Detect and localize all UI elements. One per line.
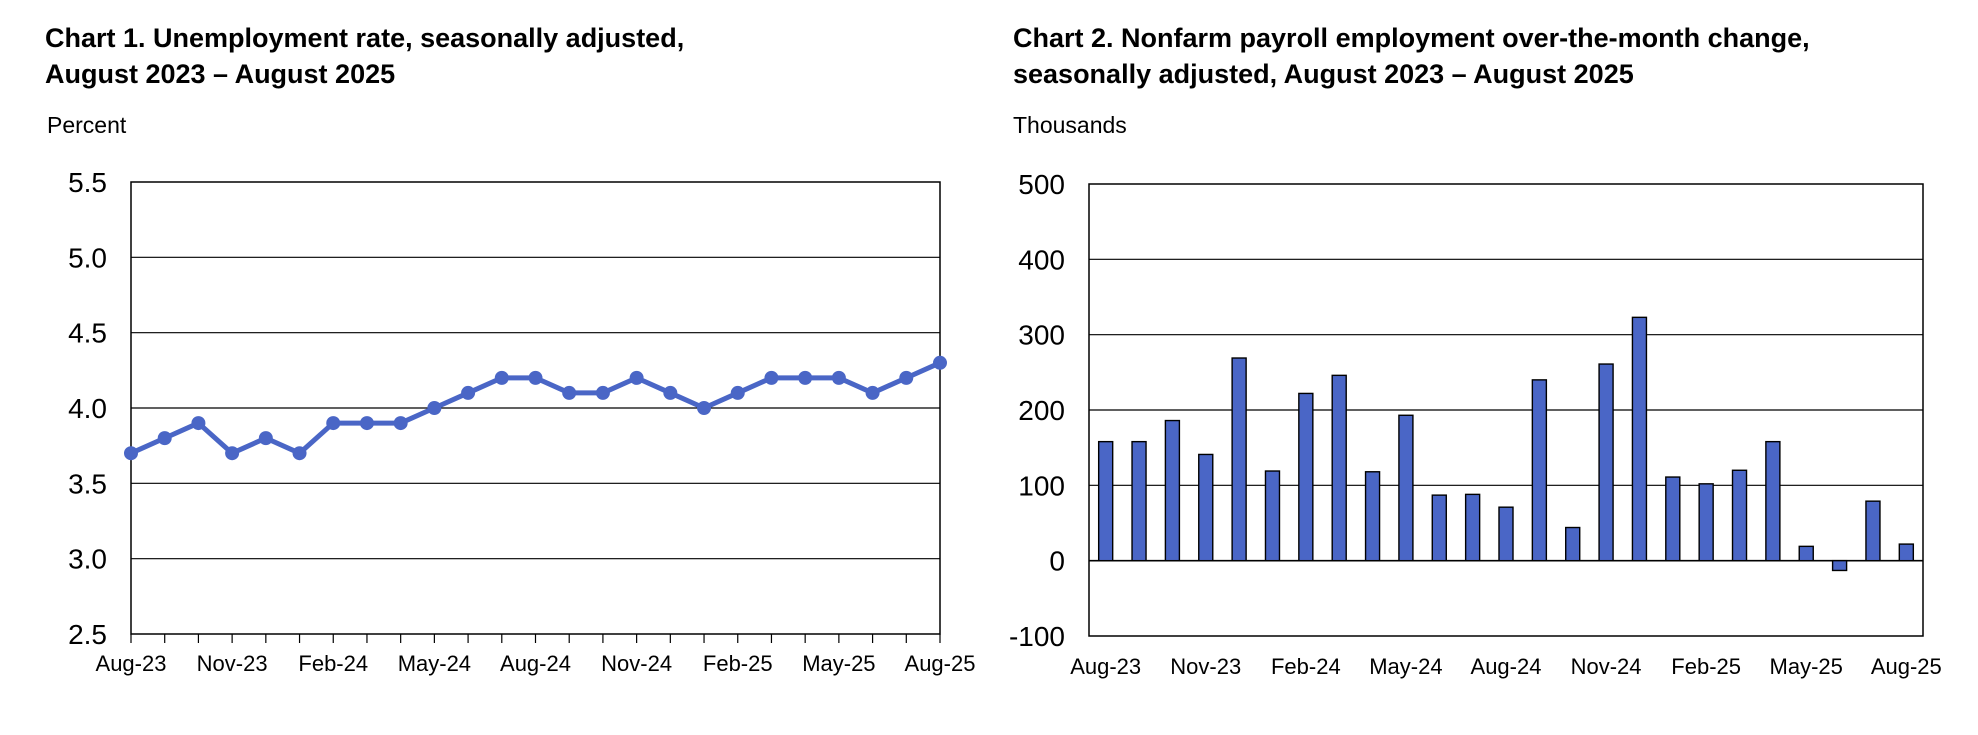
bar bbox=[1264, 470, 1281, 562]
data-point bbox=[157, 431, 172, 446]
x-tick-label: Aug-23 bbox=[96, 651, 167, 676]
data-point bbox=[629, 370, 644, 385]
y-tick-label: 3.5 bbox=[68, 468, 107, 499]
x-tick-label: Feb-24 bbox=[1271, 654, 1341, 679]
chart-1-title-line-2: August 2023 – August 2025 bbox=[45, 59, 396, 89]
bar bbox=[1798, 545, 1814, 562]
bar bbox=[1398, 414, 1414, 562]
bar bbox=[1698, 483, 1714, 562]
bar bbox=[1765, 440, 1781, 562]
chart-2-panel: 500 400 300 200 100 0 -100 Aug-23 Nov-23 Feb-24 Ma… bbox=[989, 0, 1978, 735]
data-point bbox=[595, 385, 610, 400]
data-point bbox=[899, 370, 914, 385]
chart-2-title-line-2: seasonally adjusted, August 2023 – Augus… bbox=[1013, 59, 1634, 89]
x-tick-label: Nov-24 bbox=[601, 651, 672, 676]
y-tick-label: 100 bbox=[1018, 470, 1065, 501]
bar bbox=[1531, 379, 1548, 562]
data-point bbox=[764, 370, 779, 385]
y-tick-label: -100 bbox=[1009, 621, 1065, 652]
data-point bbox=[798, 370, 813, 385]
x-tick-label: May-24 bbox=[398, 651, 471, 676]
x-tick-label: Feb-24 bbox=[298, 651, 368, 676]
bar bbox=[1598, 363, 1614, 562]
chart-1-panel: 5.5 5.0 4.5 4.0 3.5 3.0 2.5 Aug-23 Nov-23 Feb-24 M… bbox=[45, 20, 976, 676]
data-point bbox=[663, 385, 678, 400]
chart-2-title-line-1: Chart 2. Nonfarm payroll employment over… bbox=[1013, 23, 1810, 53]
data-point bbox=[831, 370, 846, 385]
data-point bbox=[258, 431, 273, 446]
bar bbox=[1498, 506, 1514, 562]
bar bbox=[1131, 440, 1147, 562]
y-tick-label: 300 bbox=[1018, 320, 1065, 351]
data-point bbox=[461, 385, 476, 400]
y-tick-label: 500 bbox=[1018, 169, 1065, 200]
x-tick-label: May-25 bbox=[1770, 654, 1843, 679]
bar bbox=[1898, 543, 1915, 562]
data-point bbox=[359, 416, 374, 431]
x-tick-label: Aug-25 bbox=[1871, 654, 1942, 679]
bar bbox=[1331, 374, 1347, 562]
y-tick-label: 3.0 bbox=[68, 544, 107, 575]
data-point bbox=[865, 385, 880, 400]
y-tick-label: 4.0 bbox=[68, 393, 107, 424]
x-tick-label: May-24 bbox=[1369, 654, 1442, 679]
x-tick-label: Feb-25 bbox=[1671, 654, 1741, 679]
data-point bbox=[697, 401, 712, 415]
y-tick-label: 400 bbox=[1018, 244, 1065, 275]
bar bbox=[1298, 392, 1314, 562]
bar bbox=[1565, 526, 1581, 562]
x-tick-label: Aug-24 bbox=[500, 651, 571, 676]
data-point bbox=[933, 355, 947, 370]
y-tick-label: 5.5 bbox=[68, 167, 107, 198]
chart-1-title: Chart 1. Unemployment rate, seasonally a… bbox=[45, 20, 945, 92]
y-tick-label: 200 bbox=[1018, 395, 1065, 426]
x-tick-label: Nov-23 bbox=[1170, 654, 1241, 679]
data-point bbox=[225, 446, 240, 461]
bar bbox=[1364, 471, 1381, 562]
bar bbox=[1231, 357, 1247, 562]
data-point bbox=[528, 370, 543, 385]
x-tick-label: May-25 bbox=[802, 651, 875, 676]
data-point bbox=[730, 385, 745, 400]
data-point bbox=[494, 370, 509, 385]
bar bbox=[1831, 559, 1848, 572]
chart-1-y-unit-label: Percent bbox=[47, 112, 127, 138]
x-tick-label: Feb-25 bbox=[703, 651, 773, 676]
chart-2-y-unit-label: Thousands bbox=[1013, 112, 1127, 138]
bar bbox=[1164, 419, 1181, 562]
data-point bbox=[191, 416, 206, 431]
x-tick-label: Aug-23 bbox=[1070, 654, 1141, 679]
chart-1-title-line-1: Chart 1. Unemployment rate, seasonally a… bbox=[45, 23, 685, 53]
x-tick-label: Aug-24 bbox=[1471, 654, 1542, 679]
bar bbox=[1865, 500, 1881, 562]
data-point bbox=[292, 446, 307, 461]
x-tick-label: Nov-23 bbox=[197, 651, 268, 676]
bar bbox=[1665, 476, 1681, 562]
data-point bbox=[427, 401, 442, 415]
data-point bbox=[124, 446, 138, 461]
bar bbox=[1097, 440, 1114, 562]
bar bbox=[1464, 493, 1481, 562]
y-tick-label: 4.5 bbox=[68, 318, 107, 349]
y-tick-label: 2.5 bbox=[68, 619, 107, 650]
y-tick-label: 5.0 bbox=[68, 242, 107, 273]
x-tick-label: Nov-24 bbox=[1571, 654, 1642, 679]
data-point bbox=[562, 385, 577, 400]
bar bbox=[1631, 316, 1648, 562]
bar bbox=[1431, 494, 1447, 562]
y-tick-label: 0 bbox=[1049, 546, 1065, 577]
x-tick-label: Aug-25 bbox=[905, 651, 976, 676]
bar bbox=[1731, 469, 1748, 562]
plot-frame bbox=[1088, 183, 1924, 637]
bar bbox=[1198, 453, 1214, 562]
data-point bbox=[326, 416, 341, 431]
data-point bbox=[393, 416, 408, 431]
chart-2-title: Chart 2. Nonfarm payroll employment over… bbox=[1013, 20, 1913, 92]
